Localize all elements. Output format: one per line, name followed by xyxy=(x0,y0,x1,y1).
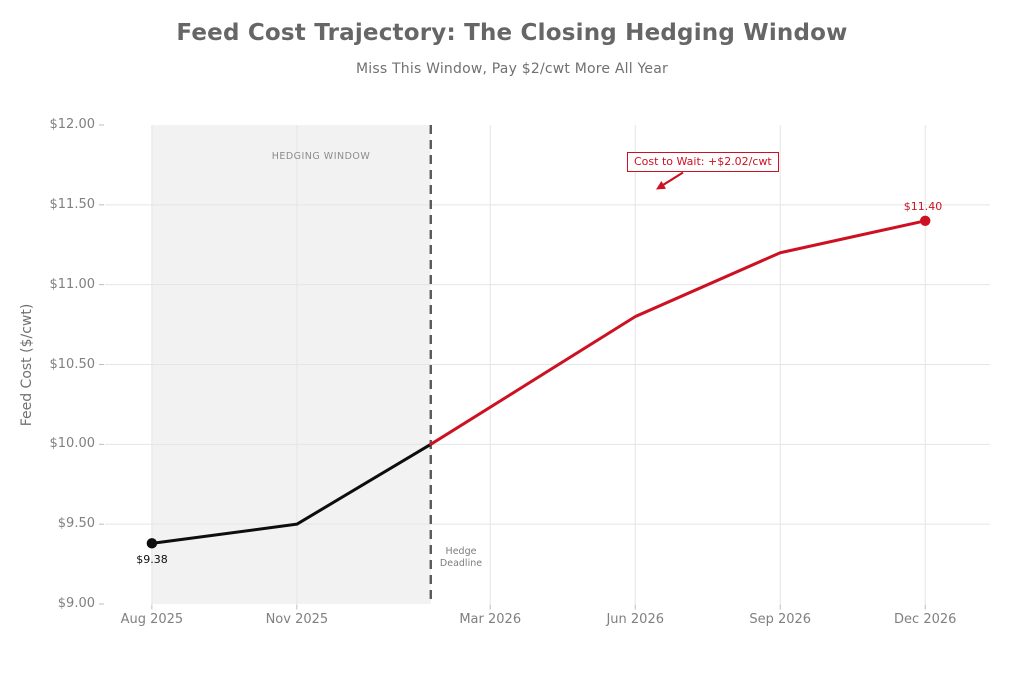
y-tick-label: $11.00 xyxy=(49,276,96,292)
series-marker-feed-cost-after-deadline-drift xyxy=(920,215,931,226)
y-tick-label: $10.50 xyxy=(49,356,96,372)
x-tick-label: Dec 2026 xyxy=(894,612,957,627)
end-point-value-label: $11.40 xyxy=(903,200,943,213)
x-tick-label: Nov 2025 xyxy=(265,612,329,627)
y-tick-label: $12.00 xyxy=(49,117,96,132)
y-tick-label: $9.00 xyxy=(57,596,95,611)
x-tick-label: Aug 2025 xyxy=(120,612,184,627)
hedge-deadline-label: Hedge Deadline xyxy=(439,546,483,569)
cost-to-wait-callout: Cost to Wait: +$2.02/cwt xyxy=(627,152,779,172)
x-tick-label: Jun 2026 xyxy=(606,612,664,627)
y-tick-label: $11.50 xyxy=(49,196,96,212)
hedging-window-label: HEDGING WINDOW xyxy=(271,151,371,162)
chart-title: Feed Cost Trajectory: The Closing Hedgin… xyxy=(176,20,848,46)
callout-arrow-head xyxy=(656,181,666,190)
series-marker-feed-cost-inside-hedging-window xyxy=(146,538,158,549)
y-tick-label: $10.00 xyxy=(49,436,96,452)
start-point-value-label: $9.38 xyxy=(136,553,168,566)
chart-subtitle: Miss This Window, Pay $2/cwt More All Ye… xyxy=(356,61,668,77)
series-line-feed-cost-after-deadline-drift xyxy=(429,219,927,446)
x-tick-label: Mar 2026 xyxy=(459,612,522,627)
x-tick-label: Sep 2026 xyxy=(749,612,812,627)
series-line-feed-cost-inside-hedging-window xyxy=(150,442,433,545)
callout-arrow-shaft xyxy=(662,171,684,186)
y-tick-label: $9.50 xyxy=(57,516,95,532)
